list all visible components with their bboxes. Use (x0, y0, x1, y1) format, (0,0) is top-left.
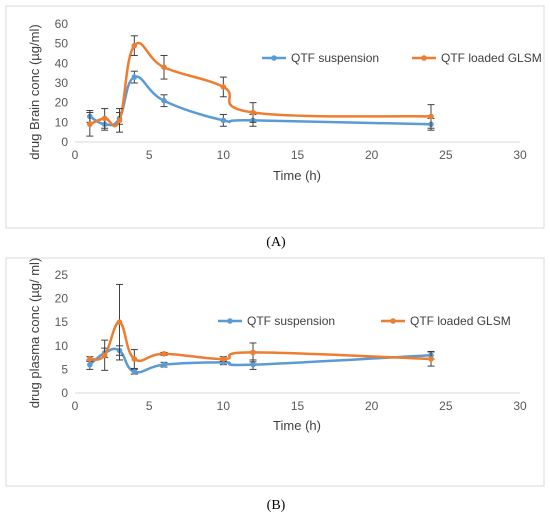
x-tick-label: 10 (217, 399, 231, 413)
y-tick-label: 10 (55, 339, 69, 353)
x-tick-label: 30 (513, 399, 527, 413)
data-point (161, 351, 167, 357)
chart-a-xlabel: Time (h) (273, 168, 321, 183)
series-line (89, 41, 432, 128)
data-point (87, 361, 93, 368)
chart-brain: drug Brain conc (µg/ml) Time (h) 0 10 20 30… (5, 5, 545, 229)
x-tick-label: 20 (365, 399, 379, 413)
data-point (428, 113, 434, 120)
legend-label: QTF suspension (247, 314, 335, 328)
y-tick-label: 30 (55, 76, 69, 90)
y-tick-label: 40 (55, 56, 69, 70)
data-point (87, 356, 93, 362)
data-point (116, 117, 123, 124)
legend-label: QTF loaded GLSM (441, 51, 542, 65)
chart-b-frame (5, 257, 545, 487)
chart-b-xlabel: Time (h) (273, 418, 321, 433)
data-point (131, 42, 138, 49)
x-tick-label: 0 (72, 399, 79, 413)
data-point (131, 74, 138, 80)
chart-b-ylabel: drug plasma conc (µg/ ml) (27, 258, 42, 409)
legend-item: QTF loaded GLSM (381, 314, 511, 328)
legend-label: QTF loaded GLSM (410, 314, 511, 328)
x-tick-label: 15 (291, 148, 305, 162)
y-tick-label: 60 (55, 17, 69, 31)
x-tick-label: 0 (72, 148, 79, 162)
x-tick-label: 10 (217, 148, 231, 162)
chart-a-ylabel: drug Brain conc (µg/ml) (27, 24, 42, 159)
legend-swatch-marker (390, 318, 396, 324)
legend-swatch-marker (227, 318, 233, 324)
data-point (250, 361, 256, 368)
series-glsm (86, 283, 435, 371)
x-tick-label: 20 (365, 148, 379, 162)
x-tick-label: 25 (439, 399, 453, 413)
legend-item: QTF suspension (262, 51, 379, 65)
x-tick-label: 5 (146, 399, 153, 413)
x-tick-label: 30 (513, 148, 527, 162)
data-point (220, 84, 227, 90)
x-tick-label: 15 (291, 399, 305, 413)
legend-item: QTF loaded GLSM (412, 51, 542, 65)
panel-label-b: (B) (267, 498, 286, 513)
panel-label-a: (A) (266, 235, 286, 250)
data-point (161, 361, 167, 368)
data-point (428, 356, 434, 362)
y-tick-label: 20 (55, 292, 69, 306)
data-point (131, 368, 138, 375)
y-tick-label: 0 (61, 135, 68, 149)
data-point (250, 109, 256, 116)
legend-item: QTF suspension (218, 314, 335, 328)
legend-swatch-marker (421, 55, 427, 61)
x-tick-label: 5 (146, 148, 153, 162)
x-tick-label: 25 (439, 148, 453, 162)
chart-plasma: drug plasma conc (µg/ ml) Time (h) 0 5 10 1… (5, 257, 545, 487)
data-point (161, 64, 167, 71)
data-point (220, 117, 227, 124)
data-point (87, 121, 93, 128)
data-point (131, 356, 138, 362)
data-point (161, 97, 167, 104)
legend-label: QTF suspension (291, 51, 379, 65)
y-tick-label: 20 (55, 96, 69, 110)
series-glsm (86, 35, 435, 137)
y-tick-label: 0 (61, 386, 68, 400)
data-point (101, 352, 108, 359)
data-point (220, 356, 227, 362)
data-point (116, 319, 123, 326)
y-tick-label: 25 (55, 268, 69, 282)
y-tick-label: 50 (55, 37, 69, 51)
data-point (101, 115, 108, 122)
legend-swatch-marker (271, 55, 277, 61)
data-point (250, 349, 256, 356)
y-tick-label: 15 (55, 315, 69, 329)
y-tick-label: 10 (55, 115, 69, 129)
chart-a-frame (5, 5, 545, 229)
y-tick-label: 5 (61, 362, 68, 376)
